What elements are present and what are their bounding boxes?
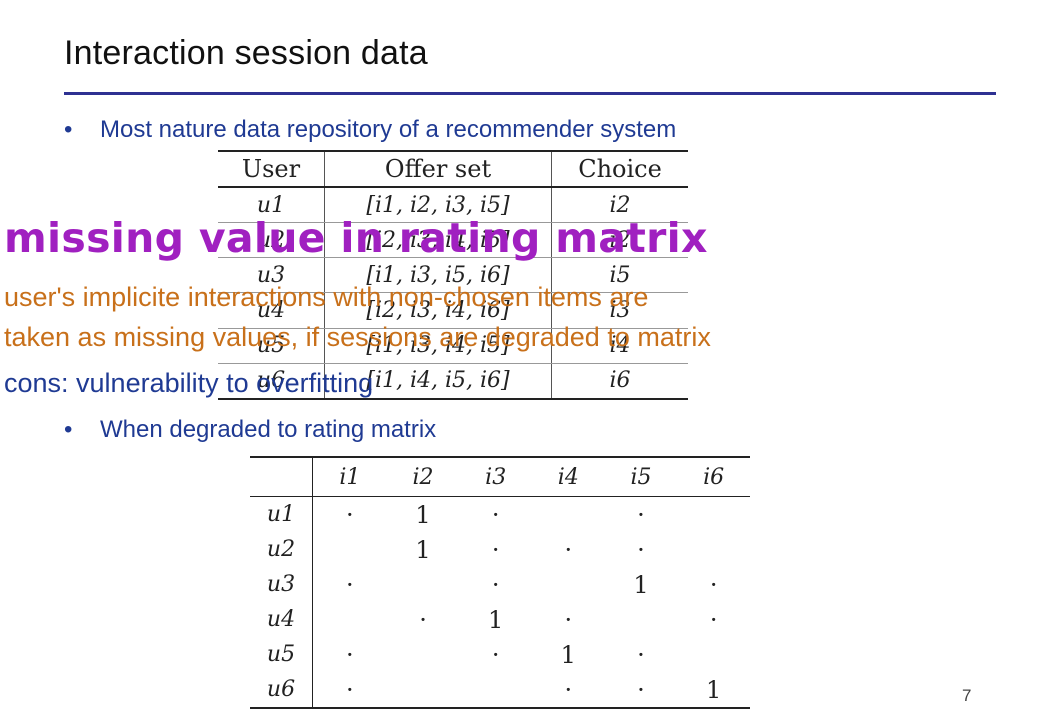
matrix-row: u3 · · 1 · xyxy=(250,567,750,602)
matrix-cell: · xyxy=(346,640,354,669)
table-header: Offer set xyxy=(324,151,552,188)
matrix-cell: 1 xyxy=(415,535,431,564)
matrix-cell xyxy=(387,637,460,672)
matrix-cell: 1 xyxy=(560,640,576,669)
matrix-cell xyxy=(677,497,750,533)
table-row: u4 [i2, i3, i4, i6] i3 xyxy=(218,292,688,329)
matrix-row: u4 · 1 · · xyxy=(250,602,750,637)
matrix-cell xyxy=(532,497,605,533)
matrix-cell: · xyxy=(564,535,573,564)
matrix-row: u5 · · 1 · xyxy=(250,637,750,672)
matrix-cell xyxy=(677,532,750,567)
matrix-header: i3 xyxy=(459,456,532,497)
matrix-cell: · xyxy=(532,672,605,709)
table-row: u1 [i1, i2, i3, i5] i2 xyxy=(218,187,688,224)
table-cell: [i2, i3, i4, i6] xyxy=(324,292,552,329)
matrix-cell: · xyxy=(419,605,427,634)
bullet-dot: • xyxy=(64,416,73,443)
table-cell: u2 xyxy=(218,222,325,259)
matrix-cell: u6 xyxy=(250,672,313,709)
matrix-header: i4 xyxy=(532,456,605,497)
matrix-cell: 1 xyxy=(488,605,504,634)
matrix-cell: · xyxy=(637,640,645,669)
table-header: User xyxy=(218,151,325,188)
matrix-cell: · xyxy=(637,500,645,529)
table-cell: i4 xyxy=(551,328,688,364)
table-header: Choice xyxy=(551,151,688,188)
matrix-cell: 1 xyxy=(677,672,750,709)
matrix-cell: · xyxy=(491,570,500,599)
matrix-cell: u4 xyxy=(250,602,313,637)
session-table: User Offer set Choice u1 [i1, i2, i3, i5… xyxy=(218,150,688,400)
table-cell: u4 xyxy=(218,292,325,329)
table-row: u5 [i1, i3, i4, i5] i4 xyxy=(218,328,688,364)
matrix-cell: · xyxy=(637,535,645,564)
matrix-cell: u3 xyxy=(250,567,313,602)
matrix-header: i6 xyxy=(677,456,750,497)
matrix-header: i1 xyxy=(312,456,387,497)
rating-matrix: i1 i2 i3 i4 i5 i6 u1 · 1 · · u2 1 · · · xyxy=(250,456,750,709)
overlay-cons: cons: vulnerability to overfitting xyxy=(4,368,374,398)
table-header-row: User Offer set Choice xyxy=(218,151,688,188)
matrix-cell: · xyxy=(491,500,500,529)
table-cell: [i1, i2, i3, i5] xyxy=(324,187,552,224)
matrix-cell xyxy=(386,672,460,709)
table-cell: [i2, i3, i4, i5] xyxy=(324,222,552,259)
overlay-line-1: user's implicite interactions with non-c… xyxy=(4,282,649,312)
table-cell: i2 xyxy=(551,222,688,259)
table-row: u2 [i2, i3, i4, i5] i2 xyxy=(218,222,688,259)
matrix-cell xyxy=(313,532,387,567)
table-cell: i5 xyxy=(551,257,688,294)
overlay-line-2: taken as missing values, if sessions are… xyxy=(4,322,711,352)
table-cell: i3 xyxy=(551,292,688,329)
matrix-cell: · xyxy=(709,605,718,634)
table-cell: [i1, i3, i5, i6] xyxy=(324,257,552,294)
matrix-header: i2 xyxy=(386,456,460,497)
matrix-header: i5 xyxy=(604,456,678,497)
table-row: u3 [i1, i3, i5, i6] i5 xyxy=(218,257,688,294)
matrix-row: u2 1 · · · xyxy=(250,532,750,567)
table-row: u6 [i1, i4, i5, i6] i6 xyxy=(218,363,688,400)
slide-title: Interaction session data xyxy=(64,34,428,72)
overlay-heading: missing value in rating matrix xyxy=(4,214,708,262)
matrix-header xyxy=(250,456,313,497)
matrix-cell: · xyxy=(491,640,500,669)
table-cell: u5 xyxy=(218,328,325,364)
bullet-item-2: • When degraded to rating matrix xyxy=(64,416,436,444)
matrix-cell: · xyxy=(709,570,718,599)
table-cell: [i1, i4, i5, i6] xyxy=(324,363,552,400)
matrix-cell: u1 xyxy=(250,496,313,532)
matrix-cell: · xyxy=(604,672,678,709)
table-cell: i2 xyxy=(551,187,688,224)
bullet-dot: • xyxy=(64,116,73,143)
matrix-header-row: i1 i2 i3 i4 i5 i6 xyxy=(250,456,750,497)
title-divider xyxy=(64,92,996,95)
matrix-cell: 1 xyxy=(633,570,649,599)
table-cell: u3 xyxy=(218,257,325,294)
matrix-cell: · xyxy=(346,570,354,599)
matrix-row: u6 · · · 1 xyxy=(250,672,750,709)
table-cell: u6 xyxy=(218,363,325,400)
matrix-cell: · xyxy=(564,605,573,634)
page-number: 7 xyxy=(962,686,972,705)
bullet-text: Most nature data repository of a recomme… xyxy=(100,116,677,143)
matrix-cell xyxy=(313,602,387,637)
matrix-cell xyxy=(387,567,460,602)
table-cell: [i1, i3, i4, i5] xyxy=(324,328,552,364)
bullet-item-1: • Most nature data repository of a recom… xyxy=(64,116,676,144)
table-cell: i6 xyxy=(551,363,688,400)
matrix-cell: · xyxy=(312,672,387,709)
matrix-cell: u2 xyxy=(250,532,313,567)
matrix-cell xyxy=(459,672,532,709)
matrix-cell xyxy=(532,567,605,602)
matrix-cell: u5 xyxy=(250,637,313,672)
matrix-cell: · xyxy=(346,500,354,529)
matrix-cell: 1 xyxy=(415,500,431,529)
matrix-cell xyxy=(677,637,750,672)
matrix-cell: · xyxy=(491,535,500,564)
matrix-cell xyxy=(605,602,678,637)
matrix-row: u1 · 1 · · xyxy=(250,496,750,533)
bullet-text: When degraded to rating matrix xyxy=(100,416,437,443)
table-cell: u1 xyxy=(218,187,325,224)
